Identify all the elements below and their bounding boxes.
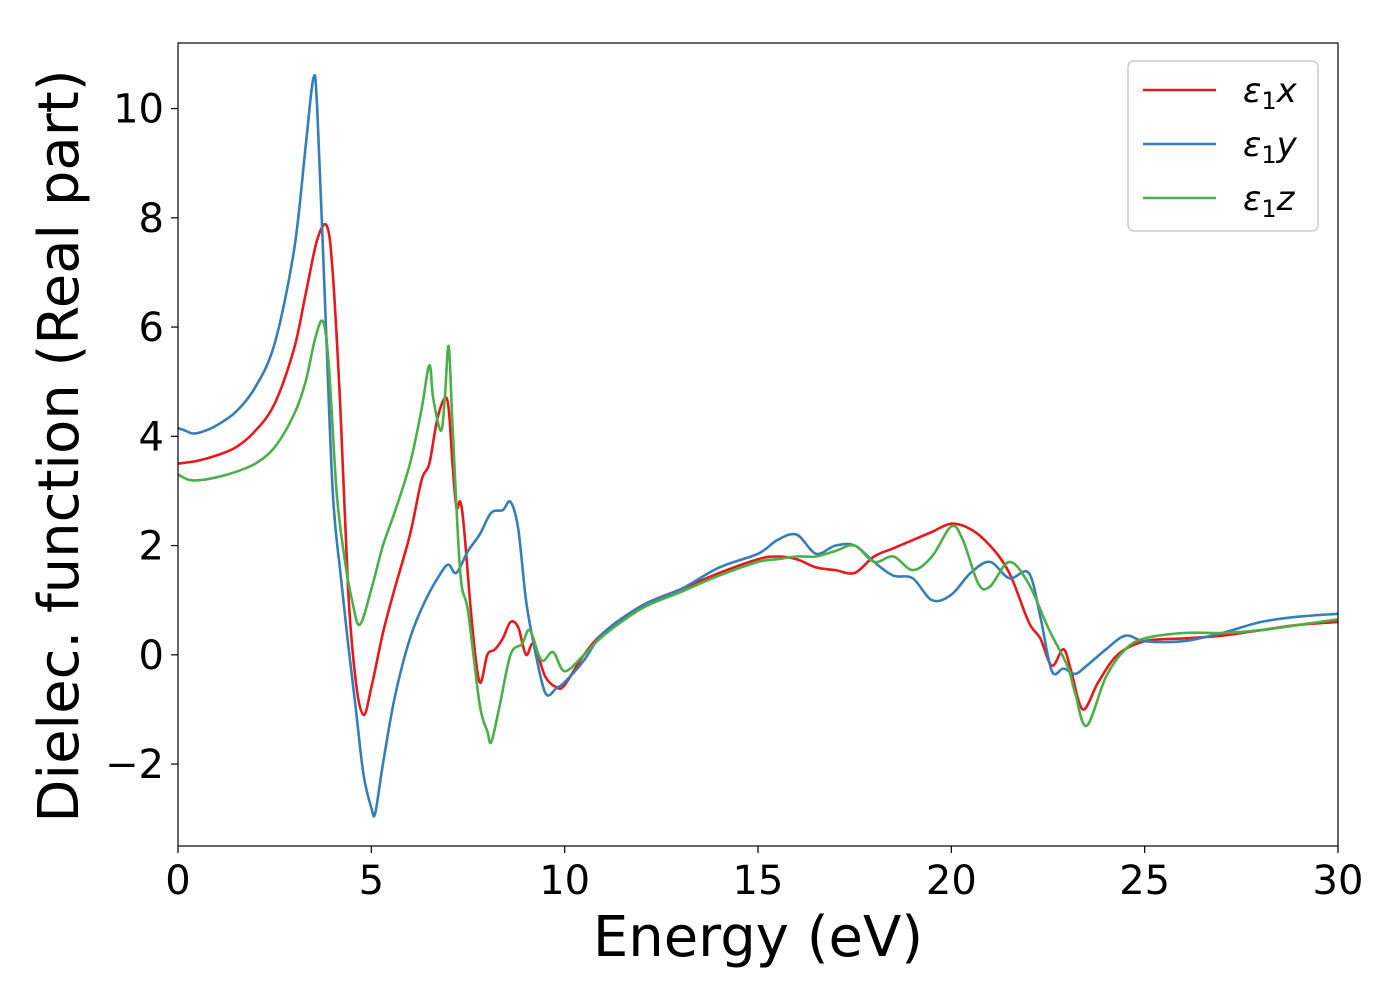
y-tick-label: 2 [139, 524, 164, 570]
y-tick-label: 0 [139, 633, 164, 679]
x-tick-label: 30 [1313, 858, 1364, 904]
legend-label-x: ε1x [1243, 71, 1298, 115]
series-line-x [177, 222, 1339, 717]
x-axis: 0 5 10 15 20 25 30 [165, 846, 1363, 904]
legend-box [1127, 60, 1319, 232]
y-axis-title: Dielec. function (Real part) [27, 69, 92, 822]
x-tick-label: 0 [165, 858, 190, 904]
x-axis-title: Energy (eV) [593, 905, 923, 970]
x-tick-label: 25 [1119, 858, 1170, 904]
y-axis: −2 0 2 4 6 8 10 [105, 87, 178, 788]
x-tick-label: 10 [539, 858, 590, 904]
y-tick-label: 6 [139, 305, 164, 351]
legend-label-y: ε1y [1243, 125, 1298, 169]
y-tick-label: 8 [139, 196, 164, 242]
y-tick-label: −2 [105, 742, 164, 788]
y-tick-label: 4 [139, 414, 164, 460]
y-tick-label: 10 [113, 87, 164, 133]
series-layer [177, 74, 1339, 818]
legend-label-z: ε1z [1243, 179, 1296, 223]
x-tick-label: 15 [733, 858, 784, 904]
series-line-z [177, 319, 1339, 745]
legend: ε1x ε1y ε1z [1127, 60, 1319, 232]
x-tick-label: 5 [359, 858, 384, 904]
x-tick-label: 20 [926, 858, 977, 904]
